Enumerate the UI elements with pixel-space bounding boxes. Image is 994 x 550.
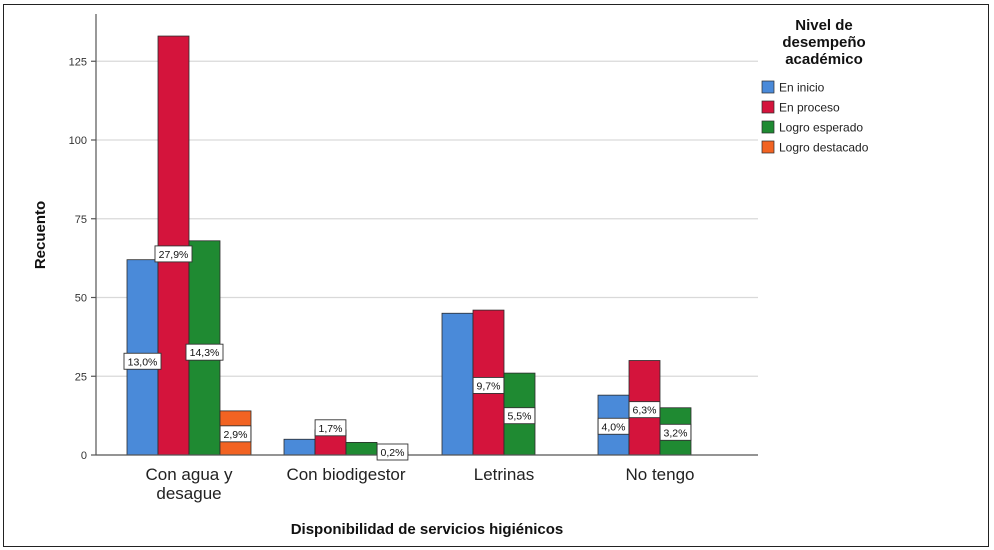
legend-label: Logro esperado — [779, 121, 863, 135]
y-tick-label: 25 — [75, 371, 87, 383]
data-label: 3,2% — [664, 427, 688, 439]
data-label: 14,3% — [190, 347, 220, 359]
bar — [345, 441, 378, 456]
y-tick-label: 100 — [69, 135, 87, 147]
bar — [441, 312, 474, 456]
bars-layer — [126, 35, 692, 456]
legend-title: Nivel de — [795, 17, 853, 34]
data-label-box — [503, 407, 536, 425]
y-tick-label: 50 — [75, 293, 87, 305]
data-label-box — [314, 419, 347, 437]
legend-swatch — [761, 140, 775, 154]
data-label: 4,0% — [602, 421, 626, 433]
legend-title: académico — [785, 51, 863, 68]
bar — [283, 438, 316, 456]
data-label: 9,7% — [477, 380, 501, 392]
data-label-box — [628, 401, 661, 419]
x-axis-title: Disponibilidad de servicios higiénicos — [291, 521, 564, 538]
x-tick-label: No tengo — [626, 465, 695, 484]
data-label: 1,7% — [319, 423, 343, 435]
legend-label: Logro destacado — [779, 141, 869, 155]
data-label-box — [597, 417, 630, 435]
data-label: 13,0% — [128, 356, 158, 368]
data-label-box — [472, 376, 505, 394]
legend-swatch — [761, 100, 775, 114]
data-label-box — [376, 443, 409, 461]
x-tick-label: Letrinas — [474, 465, 534, 484]
data-labels-layer: 13,0% 27,9% 14,3% 2,9% 1,7% 0,2% 9,7% 5,5% 4,0% 6… — [123, 245, 692, 461]
y-tick-label: 75 — [75, 214, 87, 226]
data-label-box — [185, 343, 224, 361]
data-label: 0,2% — [381, 447, 405, 459]
legend-swatch — [761, 120, 775, 134]
legend-label: En inicio — [779, 81, 825, 95]
data-label: 2,9% — [224, 429, 248, 441]
y-tick-label: 0 — [81, 450, 87, 462]
data-label: 5,5% — [508, 411, 532, 423]
legend-swatch — [761, 80, 775, 94]
legend-label: En proceso — [779, 101, 840, 115]
data-label: 6,3% — [633, 405, 657, 417]
data-label-box — [154, 245, 193, 263]
data-label-box — [123, 352, 162, 370]
y-axis-title: Recuento — [32, 201, 49, 269]
x-tick-label: desague — [156, 484, 221, 503]
legend-title: desempeño — [782, 34, 865, 51]
x-tick-label: Con biodigestor — [286, 465, 405, 484]
x-tick-label: Con agua y — [146, 465, 233, 484]
y-tick-label: 125 — [69, 56, 87, 68]
data-label-box — [219, 425, 252, 443]
data-label-box — [659, 423, 692, 441]
data-label: 27,9% — [159, 249, 189, 261]
